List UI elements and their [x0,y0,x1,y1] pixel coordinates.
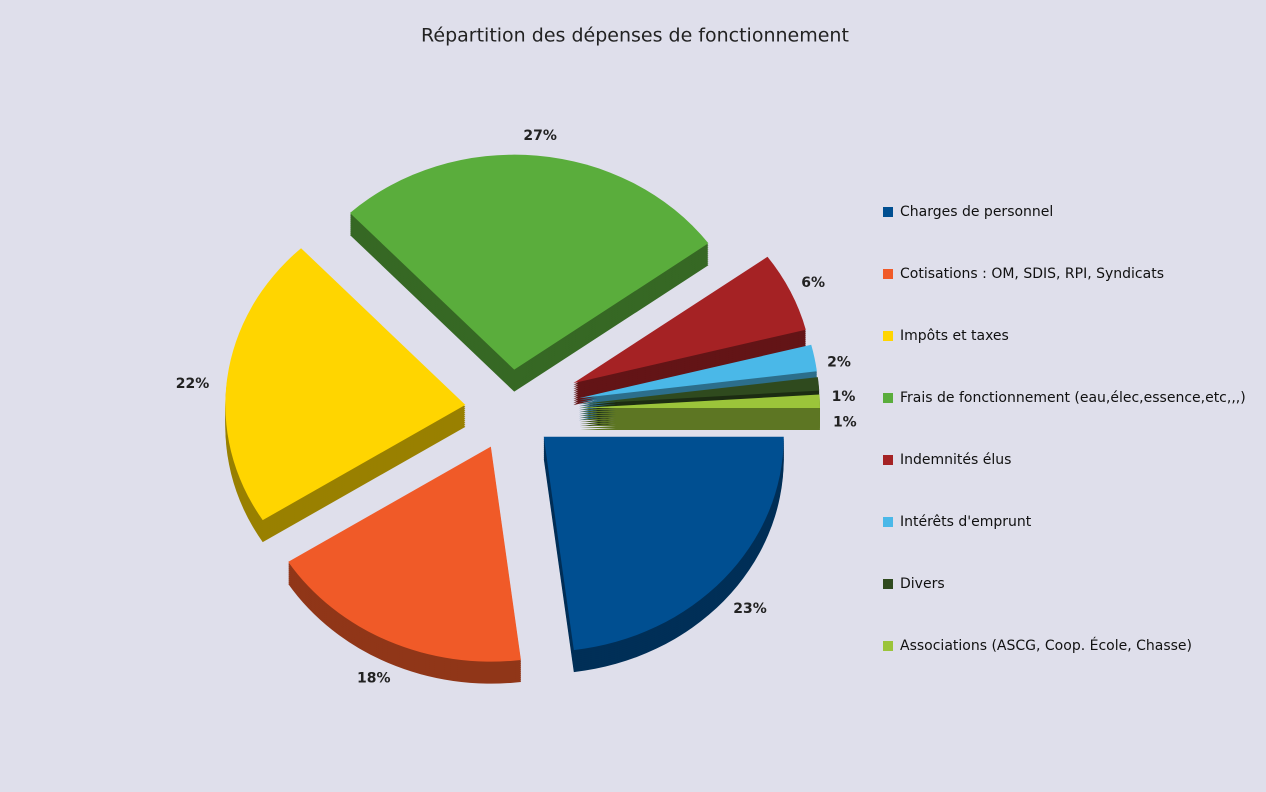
legend-swatch [883,517,893,527]
slice [349,154,709,370]
legend-swatch [883,207,893,217]
legend-swatch [883,455,893,465]
slice [288,446,521,662]
legend-label: Associations (ASCG, Coop. École, Chasse) [900,637,1192,654]
legend-label: Cotisations : OM, SDIS, RPI, Syndicats [900,266,1164,282]
legend-label: Charges de personnel [900,204,1053,220]
data-label: 6% [801,275,825,291]
data-label: 18% [357,670,391,686]
data-label: 1% [833,414,857,430]
legend-label: Intérêts d'emprunt [900,514,1032,530]
data-label: 27% [523,128,557,144]
legend-swatch [883,393,893,403]
legend-label: Frais de fonctionnement (eau,élec,essenc… [900,390,1246,406]
legend-label: Impôts et taxes [900,328,1009,344]
data-label: 1% [832,389,856,405]
slice [579,394,820,409]
data-label: 23% [733,601,767,617]
slice [573,256,806,384]
legend-swatch [883,331,893,341]
slice [579,377,820,405]
data-label: 2% [827,354,851,370]
data-label: 22% [176,376,210,392]
legend-swatch [883,641,893,651]
legend-label: Indemnités élus [900,452,1011,468]
slice [225,248,466,521]
legend-label: Divers [900,576,945,592]
legend-swatch [883,269,893,279]
legend-swatch [883,579,893,589]
slice [578,344,817,399]
slice [543,436,784,651]
chart-title: Répartition des dépenses de fonctionneme… [421,25,849,47]
